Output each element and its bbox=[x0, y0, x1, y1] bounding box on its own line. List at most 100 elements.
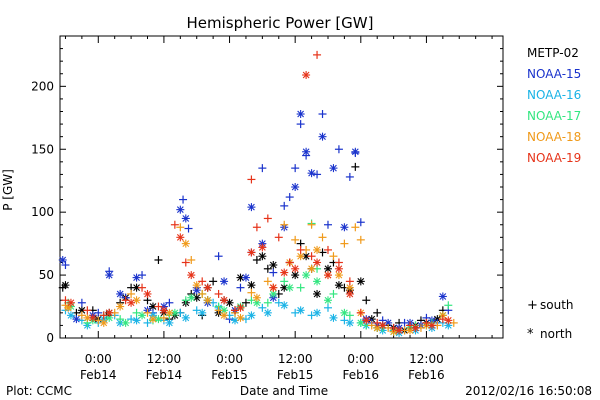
point-north bbox=[313, 258, 322, 267]
point-south bbox=[184, 224, 193, 233]
point-south bbox=[247, 288, 256, 297]
point-south bbox=[258, 164, 267, 173]
point-south bbox=[280, 201, 289, 210]
legend-entry: NOAA-17 bbox=[527, 109, 581, 123]
point-north bbox=[334, 264, 343, 273]
point-south bbox=[154, 302, 163, 311]
point-north bbox=[329, 313, 338, 322]
point-north bbox=[127, 298, 136, 307]
point-south bbox=[345, 277, 354, 286]
point-north bbox=[334, 281, 343, 290]
plot-frame bbox=[59, 35, 504, 339]
point-north bbox=[116, 302, 125, 311]
point-north bbox=[444, 316, 453, 325]
legend-entry: NOAA-15 bbox=[527, 67, 581, 81]
point-north bbox=[302, 147, 311, 156]
point-north bbox=[181, 239, 190, 248]
point-south bbox=[263, 214, 272, 223]
point-north bbox=[143, 289, 152, 298]
legend-entry: NOAA-16 bbox=[527, 88, 581, 102]
point-north bbox=[362, 316, 371, 325]
point-south bbox=[351, 162, 360, 171]
point-south bbox=[296, 120, 305, 129]
point-north bbox=[176, 205, 185, 214]
point-south bbox=[318, 233, 327, 242]
point-north bbox=[340, 223, 349, 232]
point-north bbox=[241, 273, 250, 282]
point-south bbox=[138, 283, 147, 292]
point-south bbox=[291, 164, 300, 173]
point-north bbox=[280, 301, 289, 310]
point-north bbox=[159, 306, 168, 315]
x-tick-time-label: 12:00 bbox=[409, 352, 444, 366]
point-south bbox=[340, 239, 349, 248]
point-north bbox=[313, 289, 322, 298]
legend: METP-02 NOAA-15 NOAA-16 NOAA-17 NOAA-18 NOAA-… bbox=[527, 46, 581, 165]
point-south bbox=[362, 296, 371, 305]
x-axis: 0:00 Feb14 12:00 Feb14 0:00 Feb15 12:00 Feb15 0:… bbox=[64, 36, 493, 382]
marker-legend-symbol: + bbox=[527, 298, 538, 313]
y-tick-label: 100 bbox=[31, 205, 54, 219]
x-tick-time-label: 0:00 bbox=[216, 352, 243, 366]
point-north bbox=[187, 293, 196, 302]
point-north bbox=[291, 264, 300, 273]
point-south bbox=[323, 303, 332, 312]
point-north bbox=[247, 248, 256, 257]
point-north bbox=[258, 252, 267, 261]
point-south bbox=[296, 283, 305, 292]
point-south bbox=[165, 298, 174, 307]
point-north bbox=[187, 271, 196, 280]
point-north bbox=[345, 318, 354, 327]
point-south bbox=[258, 303, 267, 312]
point-north bbox=[291, 271, 300, 280]
point-south bbox=[280, 277, 289, 286]
point-north bbox=[345, 289, 354, 298]
point-south bbox=[127, 315, 136, 324]
point-south bbox=[444, 301, 453, 310]
x-tick-time-label: 0:00 bbox=[85, 352, 112, 366]
point-north bbox=[296, 306, 305, 315]
plot-credit: Plot: CCMC bbox=[6, 384, 72, 398]
marker-legend-symbol: * bbox=[527, 327, 534, 342]
point-south bbox=[263, 298, 272, 307]
point-south bbox=[176, 223, 185, 232]
data-points bbox=[58, 50, 458, 337]
point-north bbox=[247, 311, 256, 320]
legend-entry: METP-02 bbox=[527, 46, 579, 60]
marker-legend-label: north bbox=[540, 327, 572, 341]
y-tick-label: 0 bbox=[46, 331, 54, 345]
point-south bbox=[329, 289, 338, 298]
x-tick-date-label: Feb14 bbox=[146, 368, 183, 382]
point-north bbox=[285, 283, 294, 292]
point-south bbox=[307, 220, 316, 229]
marker-legend-label: south bbox=[540, 298, 574, 312]
point-north bbox=[77, 306, 86, 315]
point-south bbox=[143, 318, 152, 327]
point-north bbox=[66, 298, 75, 307]
point-north bbox=[313, 277, 322, 286]
y-tick-label: 200 bbox=[31, 79, 54, 93]
point-north bbox=[252, 293, 261, 302]
point-north bbox=[198, 308, 207, 317]
point-south bbox=[438, 315, 447, 324]
point-south bbox=[334, 145, 343, 154]
point-south bbox=[214, 289, 223, 298]
point-north bbox=[220, 311, 229, 320]
point-south bbox=[198, 289, 207, 298]
point-south bbox=[143, 308, 152, 317]
point-north bbox=[323, 296, 332, 305]
x-tick-date-label: Feb16 bbox=[343, 368, 380, 382]
point-north bbox=[263, 308, 272, 317]
point-north bbox=[411, 323, 420, 332]
point-north bbox=[132, 316, 141, 325]
point-south bbox=[252, 223, 261, 232]
point-north bbox=[165, 318, 174, 327]
y-axis: 0 50 100 150 200 bbox=[31, 48, 503, 345]
point-north bbox=[88, 313, 97, 322]
point-north bbox=[438, 292, 447, 301]
point-north bbox=[340, 308, 349, 317]
point-north bbox=[116, 289, 125, 298]
point-south bbox=[116, 315, 125, 324]
point-south bbox=[345, 172, 354, 181]
